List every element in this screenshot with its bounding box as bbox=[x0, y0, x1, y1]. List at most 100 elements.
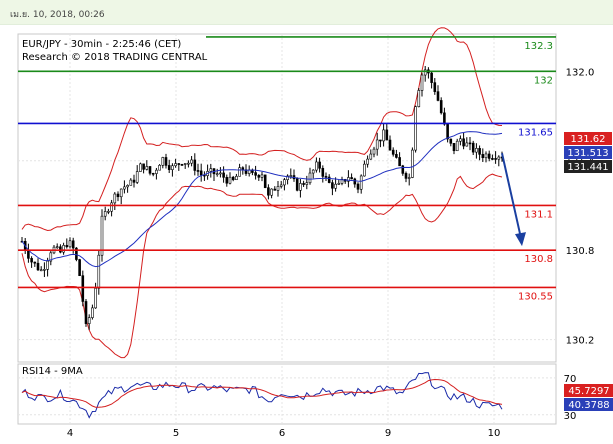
candle-body bbox=[81, 275, 85, 302]
candle-body bbox=[62, 245, 65, 253]
candle-body bbox=[350, 177, 353, 180]
header-datetime: เม.ย. 10, 2018, 00:26 bbox=[10, 10, 105, 20]
candle-body bbox=[369, 153, 373, 160]
candle-body bbox=[289, 175, 293, 177]
candle-body bbox=[459, 138, 462, 142]
key-levels: 132.3 132 131.65 131.1 130.8 130.55 bbox=[18, 36, 556, 302]
candle-body bbox=[158, 164, 161, 171]
candle-body bbox=[452, 143, 456, 152]
candle-body bbox=[139, 163, 142, 172]
candles bbox=[20, 65, 504, 330]
rsi-tag-bg bbox=[564, 384, 613, 397]
candle-body bbox=[331, 182, 334, 189]
candle-body bbox=[305, 182, 309, 185]
candle-body bbox=[404, 173, 408, 179]
candle-body bbox=[39, 269, 43, 272]
candle-body bbox=[91, 307, 94, 318]
level-label: 130.8 bbox=[524, 254, 553, 265]
price-tag-bg bbox=[564, 132, 612, 145]
candle-body bbox=[171, 165, 174, 170]
candle-body bbox=[123, 186, 126, 190]
candle-body bbox=[68, 240, 72, 248]
arrow-shaft bbox=[501, 153, 522, 239]
candle-body bbox=[385, 129, 389, 141]
candle-body bbox=[334, 183, 337, 189]
candle-body bbox=[215, 173, 219, 176]
candle-body bbox=[107, 210, 110, 213]
candle-body bbox=[315, 161, 318, 171]
candle-body bbox=[263, 174, 267, 188]
candle-body bbox=[471, 142, 475, 153]
candle-body bbox=[254, 172, 257, 176]
level-label: 130.55 bbox=[518, 291, 553, 302]
candle-body bbox=[379, 139, 382, 142]
candle-body bbox=[267, 187, 270, 196]
candle-body bbox=[327, 176, 331, 183]
candle-body bbox=[455, 140, 459, 152]
candle-body bbox=[324, 176, 328, 178]
candle-body bbox=[366, 158, 369, 165]
candle-body bbox=[225, 177, 229, 184]
candle-body bbox=[318, 161, 321, 169]
candle-body bbox=[449, 138, 453, 144]
candle-body bbox=[423, 69, 427, 76]
candle-body bbox=[411, 149, 414, 178]
candle-body bbox=[209, 168, 213, 172]
main-panel-frame bbox=[17, 33, 557, 363]
candle-body bbox=[49, 252, 53, 262]
candle-body bbox=[478, 148, 481, 155]
ma-line bbox=[21, 131, 503, 268]
candle-body bbox=[295, 178, 299, 191]
candle-body bbox=[497, 156, 501, 160]
candle-body bbox=[401, 165, 405, 174]
candle-body bbox=[43, 269, 46, 271]
candle-body bbox=[228, 176, 232, 184]
candle-body bbox=[439, 100, 443, 114]
candle-body bbox=[398, 157, 401, 167]
y-tick-label: 130.8 bbox=[566, 246, 595, 257]
candle-body bbox=[97, 254, 101, 289]
rsi-tick-label: 30 bbox=[564, 411, 577, 422]
price-tag-label: 131.62 bbox=[571, 134, 606, 145]
candle-body bbox=[465, 142, 469, 147]
candle-body bbox=[116, 193, 120, 198]
candle-body bbox=[395, 154, 398, 158]
candle-body bbox=[71, 240, 75, 249]
moving-average bbox=[21, 131, 503, 268]
chart-symbol-label: EUR/JPY - 30min - 2:25:46 (CET) bbox=[22, 39, 181, 50]
candle-body bbox=[142, 163, 145, 170]
candle-body bbox=[353, 178, 357, 185]
candle-body bbox=[193, 159, 197, 171]
candle-body bbox=[190, 159, 193, 164]
candle-body bbox=[238, 167, 241, 177]
price-tag-label: 131.441 bbox=[567, 162, 608, 173]
candle-body bbox=[417, 90, 421, 107]
candle-body bbox=[148, 166, 152, 174]
candle-body bbox=[219, 172, 222, 175]
candle-body bbox=[222, 172, 225, 178]
price-tags: 131.62 131.513 131.441 45.7297 40.3788 bbox=[564, 132, 613, 411]
candle-body bbox=[494, 158, 497, 160]
candle-body bbox=[257, 175, 261, 178]
rsi-ma-line bbox=[21, 378, 503, 408]
price-tag-bg bbox=[564, 146, 612, 159]
candle-body bbox=[135, 171, 139, 183]
candle-body bbox=[388, 139, 392, 151]
candle-body bbox=[468, 142, 472, 145]
candle-body bbox=[183, 163, 187, 165]
candle-body bbox=[100, 215, 104, 256]
candle-body bbox=[241, 167, 245, 171]
candle-body bbox=[78, 259, 81, 276]
candle-body bbox=[84, 301, 88, 324]
y-tick-label: 130.2 bbox=[566, 336, 595, 347]
x-tick-label: 10 bbox=[488, 428, 501, 439]
candle-body bbox=[235, 175, 238, 181]
candle-body bbox=[321, 167, 325, 177]
candle-body bbox=[167, 165, 171, 170]
candle-body bbox=[436, 91, 440, 101]
candle-body bbox=[33, 261, 37, 264]
candle-body bbox=[270, 188, 273, 196]
candle-body bbox=[161, 157, 165, 166]
candle-body bbox=[475, 148, 478, 153]
candle-body bbox=[443, 112, 446, 125]
